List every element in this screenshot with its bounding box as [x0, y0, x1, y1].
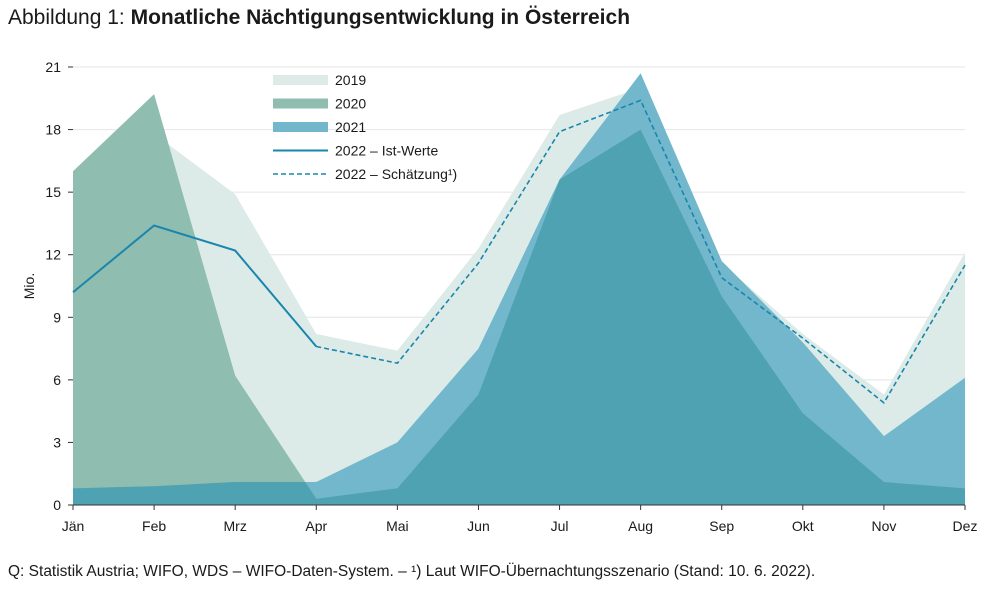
axes: 0 3 6 9 12 15 18 21 Jän Feb Mrz Apr Mai Jun Jul Aug Sep O…: [21, 59, 977, 534]
legend-label: 2020: [335, 96, 366, 112]
x-tick-label: Nov: [871, 518, 896, 534]
y-tick-label: 9: [53, 309, 61, 325]
legend-label: 2021: [335, 119, 366, 135]
legend-label: 2019: [335, 72, 366, 88]
x-tick-label: Okt: [792, 518, 814, 534]
area-overlap-2020-2021: [73, 94, 965, 505]
line-series: [72, 99, 966, 404]
y-tick-label: 6: [53, 372, 61, 388]
y-axis-label: Mio.: [21, 273, 37, 299]
area-series: [73, 73, 965, 505]
x-tick-label: Aug: [628, 518, 653, 534]
y-tick-label: 12: [45, 247, 61, 263]
x-tick-label: Feb: [142, 518, 166, 534]
x-tick-label: Sep: [709, 518, 734, 534]
x-tick-label: Jän: [62, 518, 85, 534]
legend-label: 2022 – Schätzung¹): [335, 166, 457, 182]
legend-swatch-2020: [273, 98, 328, 109]
x-tick-label: Apr: [305, 518, 327, 534]
title-main: Monatliche Nächtigungsentwicklung in Öst…: [130, 6, 631, 29]
y-tick-label: 0: [53, 497, 61, 513]
legend-swatch-2021: [273, 122, 328, 132]
title-prefix: Abbildung 1:: [8, 6, 125, 29]
x-tick-label: Mrz: [224, 518, 247, 534]
legend: 2019 2020 2021 2022 – Ist-Werte 2022 – Schät…: [273, 72, 457, 182]
x-tick-label: Mai: [386, 518, 409, 534]
x-tick-label: Jul: [551, 518, 569, 534]
line-2022 – Schätzung¹): [316, 99, 966, 404]
y-tick-label: 3: [53, 434, 61, 450]
y-tick-label: 15: [45, 184, 61, 200]
y-tick-label: 18: [45, 122, 61, 138]
x-tick-label: Jun: [467, 518, 490, 534]
legend-swatch-2019: [273, 75, 328, 85]
y-tick-label: 21: [45, 59, 61, 75]
line-2022 – Ist-Werte: [72, 224, 318, 348]
legend-label: 2022 – Ist-Werte: [335, 143, 438, 159]
chart-title: Abbildung 1: Monatliche Nächtigungsentwi…: [8, 6, 630, 30]
x-tick-label: Dez: [953, 518, 978, 534]
source-footnote: Q: Statistik Austria; WIFO, WDS – WIFO-D…: [8, 563, 816, 580]
